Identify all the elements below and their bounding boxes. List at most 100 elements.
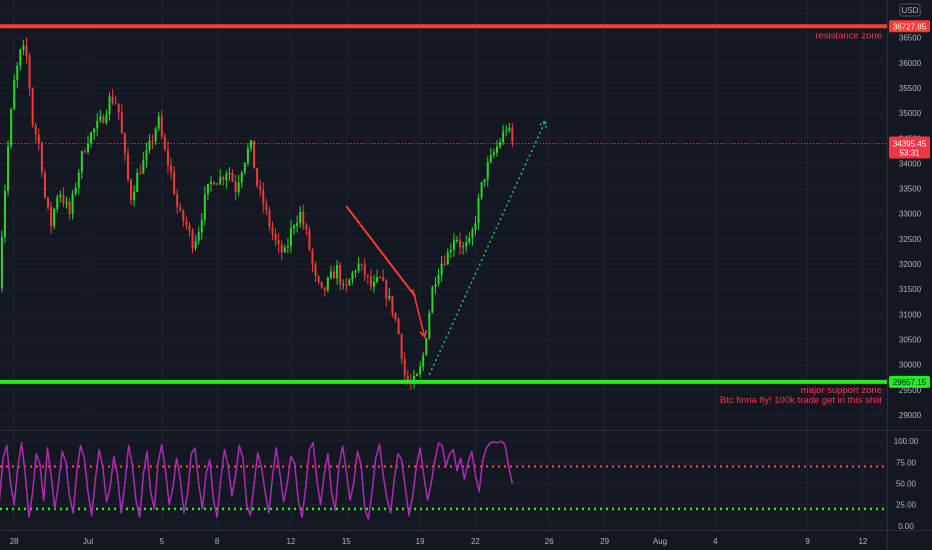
candle-body bbox=[166, 149, 169, 166]
candle-body bbox=[222, 177, 225, 180]
oscillator-tick-label[interactable]: 0.00 bbox=[898, 522, 914, 531]
candle-body bbox=[65, 202, 68, 204]
candle-body bbox=[283, 247, 286, 253]
oscillator-axis[interactable]: 100.00 75.00 50.00 25.00 0.00 bbox=[894, 437, 919, 531]
time-tick-label[interactable]: Jul bbox=[83, 537, 93, 546]
time-tick-label[interactable]: 5 bbox=[160, 537, 165, 546]
candle-body bbox=[157, 116, 160, 129]
price-tick-label[interactable]: 31500 bbox=[899, 285, 922, 294]
oscillator-series bbox=[0, 440, 887, 520]
candle-body bbox=[293, 225, 296, 229]
price-tick-label[interactable]: 33000 bbox=[899, 210, 922, 219]
candle-body bbox=[142, 159, 145, 174]
candle-body bbox=[13, 80, 16, 110]
price-tick-label[interactable]: 35500 bbox=[899, 84, 922, 93]
time-tick-label[interactable]: Aug bbox=[653, 537, 667, 546]
candle-body bbox=[68, 202, 71, 214]
grid-lines bbox=[0, 0, 887, 530]
time-axis[interactable]: 28 Jul 5 8 12 15 19 22 26 29 Aug 4 9 12 bbox=[10, 537, 868, 546]
candle-body bbox=[511, 127, 514, 143]
candle-body bbox=[302, 211, 305, 225]
candle-body bbox=[90, 132, 93, 144]
time-tick-label[interactable]: 19 bbox=[416, 537, 425, 546]
price-tick-label[interactable]: 34000 bbox=[899, 159, 922, 168]
price-tick-label[interactable]: 32000 bbox=[899, 260, 922, 269]
candle-body bbox=[474, 223, 477, 230]
candle-body bbox=[425, 338, 428, 356]
time-tick-label[interactable]: 29 bbox=[600, 537, 609, 546]
candle-body bbox=[339, 264, 342, 285]
time-tick-label[interactable]: 28 bbox=[10, 537, 19, 546]
annotation-text: resistance zone bbox=[815, 30, 882, 41]
oscillator-tick-label[interactable]: 25.00 bbox=[896, 501, 917, 510]
candle-body bbox=[376, 277, 379, 282]
time-tick-label[interactable]: 26 bbox=[545, 537, 554, 546]
price-tick-label[interactable]: 32500 bbox=[899, 235, 922, 244]
candle-body bbox=[351, 272, 354, 280]
time-tick-label[interactable]: 4 bbox=[713, 537, 718, 546]
price-tick-label[interactable]: 36000 bbox=[899, 59, 922, 68]
candle-body bbox=[489, 154, 492, 162]
time-tick-label[interactable]: 22 bbox=[471, 537, 480, 546]
price-tick-label[interactable]: 29000 bbox=[899, 411, 922, 420]
oscillator-tick-label[interactable]: 50.00 bbox=[896, 479, 917, 488]
candle-body bbox=[299, 211, 302, 224]
candle-body bbox=[43, 172, 46, 198]
candle-body bbox=[286, 245, 289, 248]
candle-body bbox=[53, 208, 56, 226]
price-tick-label[interactable]: 30000 bbox=[899, 361, 922, 370]
time-tick-label[interactable]: 15 bbox=[342, 537, 351, 546]
price-tick-label[interactable]: 30500 bbox=[899, 335, 922, 344]
candle-body bbox=[154, 128, 157, 142]
candle-body bbox=[133, 191, 136, 201]
candle-body bbox=[342, 284, 345, 286]
price-tick-label[interactable]: 29500 bbox=[899, 386, 922, 395]
price-levels bbox=[0, 24, 887, 384]
time-tick-label[interactable]: 12 bbox=[286, 537, 295, 546]
candle-body bbox=[47, 197, 50, 208]
candle-body bbox=[10, 109, 13, 147]
candle-body bbox=[182, 210, 185, 222]
candle-body bbox=[262, 189, 265, 205]
candle-body bbox=[277, 240, 280, 245]
candle-body bbox=[37, 134, 40, 144]
candle-body bbox=[197, 232, 200, 242]
candle-body bbox=[234, 181, 237, 193]
projection-line bbox=[428, 120, 547, 375]
currency-badge[interactable]: USD bbox=[899, 3, 921, 17]
candle-body bbox=[83, 151, 86, 153]
time-tick-label[interactable]: 12 bbox=[858, 537, 867, 546]
candle-body bbox=[369, 276, 372, 287]
price-tick-label[interactable]: 35000 bbox=[899, 109, 922, 118]
oscillator-tick-label[interactable]: 75.00 bbox=[896, 458, 917, 467]
time-tick-label[interactable]: 9 bbox=[805, 537, 810, 546]
support-price-tag bbox=[889, 375, 930, 388]
price-tick-label[interactable]: 33500 bbox=[899, 185, 922, 194]
candle-body bbox=[317, 276, 320, 282]
candle-body bbox=[357, 264, 360, 272]
candle-body bbox=[240, 172, 243, 183]
candle-body bbox=[237, 182, 240, 193]
candle-countdown: 53:31 bbox=[899, 149, 920, 158]
price-tick-label[interactable]: 31000 bbox=[899, 310, 922, 319]
price-tick-label[interactable]: 36500 bbox=[899, 34, 922, 43]
candle-body bbox=[108, 96, 111, 115]
downtrend-line bbox=[345, 205, 417, 298]
candle-body bbox=[452, 240, 455, 250]
oscillator-tick-label[interactable]: 100.00 bbox=[894, 437, 919, 446]
candle-body bbox=[419, 366, 422, 375]
candle-body bbox=[412, 375, 415, 384]
candle-body bbox=[34, 125, 37, 135]
candle-body bbox=[120, 112, 123, 134]
candle-body bbox=[428, 312, 431, 339]
candle-body bbox=[231, 172, 234, 182]
candle-body bbox=[480, 182, 483, 198]
candle-body bbox=[336, 264, 339, 279]
candle-body bbox=[105, 114, 108, 123]
candle-body bbox=[139, 172, 142, 174]
time-tick-label[interactable]: 8 bbox=[215, 537, 220, 546]
annotation-text: major support zone bbox=[801, 385, 882, 396]
candle-body bbox=[323, 287, 326, 291]
candle-body bbox=[400, 334, 403, 359]
